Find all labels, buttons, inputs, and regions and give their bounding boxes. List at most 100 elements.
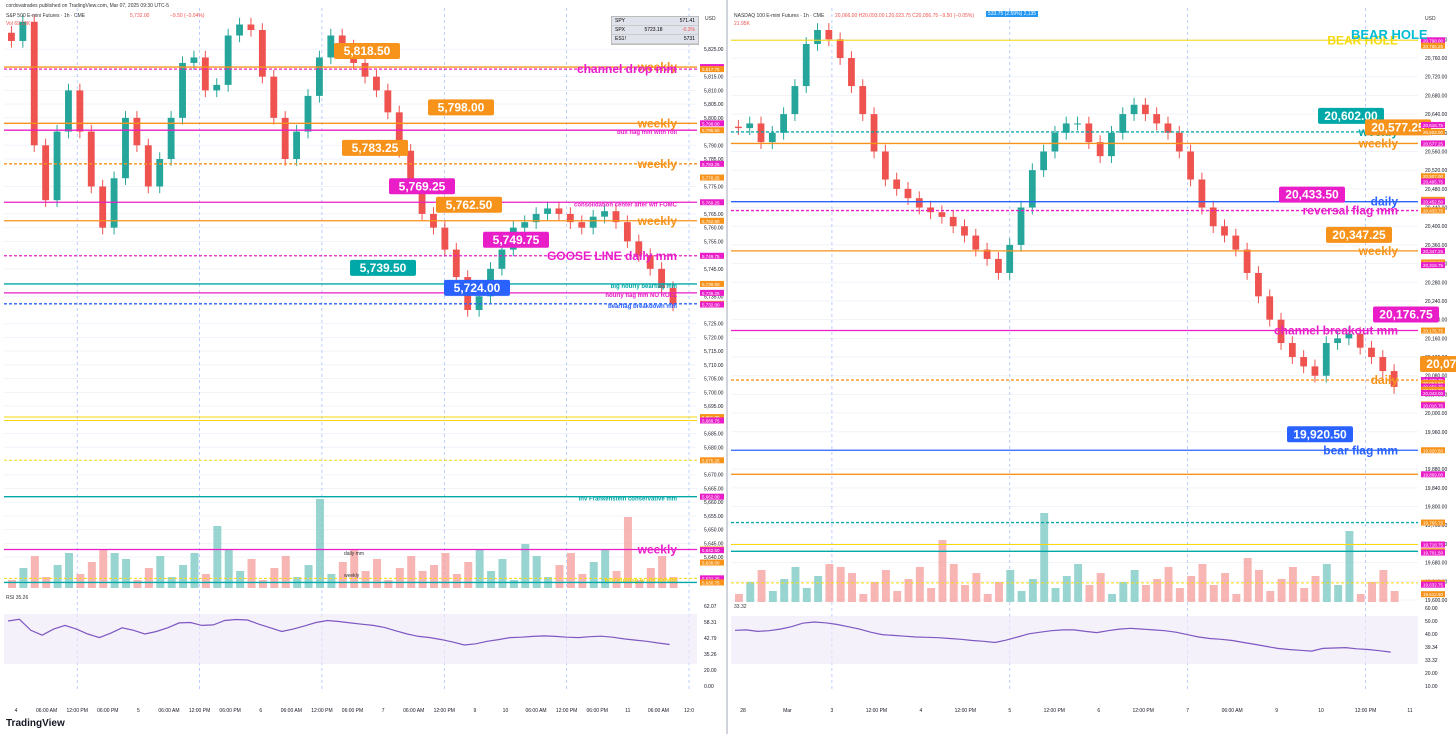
nq-level-tag-bg [1279,186,1345,203]
es-y-tick: 5,790.00 [704,143,724,149]
nq-price-tag-bg [1421,140,1445,147]
nq-rsi-tick: 40.00 [1425,632,1438,638]
nq-volume-bar [802,588,811,602]
es-candle [475,296,483,310]
es-volume-bar [555,565,564,588]
nq-price-tag-bg [1421,121,1445,128]
nq-price-tag-bg [1421,178,1445,185]
nq-price-tag: 20,433.75 [1423,208,1444,213]
nq-x-tick: 12:00 PM [866,708,887,714]
es-level-tag: 5,769.25 [399,179,446,193]
nq-price-tag: 19,718.75 [1423,543,1444,548]
es-level-tag-bg [483,231,549,248]
nq-price-tag-bg [1421,390,1445,397]
nq-candle [893,179,901,189]
es-candle [589,216,597,228]
nq-volume-bar [859,594,868,602]
es-price-tag-bg [700,457,724,464]
nq-volume-bar [757,570,766,602]
nq-volume-bar [1164,567,1173,602]
es-price-tag-bg [700,575,724,582]
es-price-tag: 5,817.75 [702,67,720,72]
es-y-tick: 5,755.00 [704,239,724,245]
es-y-tick: 5,700.00 [704,390,724,396]
watchlist-row[interactable]: SPX 5723.18 -0.3% [612,26,698,35]
nq-candle [1051,132,1059,152]
nq-candle [961,226,968,236]
nq-price-tag-bg [1421,386,1445,393]
es-candle [384,90,392,113]
nq-candle [746,123,754,129]
es-candle [213,84,221,91]
es-y-tick: 5,670.00 [704,473,724,479]
es-candle [19,21,27,41]
es-candle [133,117,141,146]
nq-level-tag: 20,577.25 [1371,120,1425,134]
nq-candle [780,114,788,133]
es-annotation: daily mm [344,551,364,557]
nq-candle [927,207,934,213]
es-x-tick: 06:00 AM [648,708,669,714]
es-volume-bar [156,556,165,588]
es-candle [498,249,506,269]
nq-volume-bar [870,582,879,602]
nq-candle [1130,104,1138,115]
nq-candle [949,216,957,227]
nq-y-tick: 20,760.00 [1425,56,1447,62]
nq-volume-bar [848,573,856,602]
rsi-left-label: RSI 35.26 [6,595,29,601]
es-price-tag: 5,798.00 [702,121,720,126]
es-x-tick: 12:00 PM [189,708,210,714]
nq-volume-bar [1368,582,1376,602]
es-candle [578,222,586,228]
es-price-tag: 5,762.50 [702,219,720,224]
es-y-tick: 5,710.00 [704,363,724,369]
nq-volume-bar [1108,594,1116,602]
watchlist-row[interactable]: ES1! 5731 [612,35,698,44]
nq-volume-bar [1277,579,1286,602]
nq-volume-bar [1288,567,1297,602]
es-y-tick: 5,640.00 [704,555,724,561]
nq-level-tag: 19,920.50 [1293,427,1347,441]
es-volume-bar [30,556,39,588]
nq-candle [1209,207,1217,227]
es-price-tag: 5,749.75 [702,254,720,259]
nq-price-tag: 19,701.50 [1423,551,1444,556]
nq-candle [1119,114,1127,133]
es-price-tag: 5,675.25 [702,458,720,463]
nq-volume-bar [735,594,743,602]
es-y-tick: 5,650.00 [704,528,724,534]
es-price-tag-bg [700,301,724,308]
es-volume-bar [236,571,245,588]
nq-volume-bar [1119,582,1128,602]
es-y-tick: 5,805.00 [704,102,724,108]
es-candle [304,95,312,132]
nq-level-label: weekly [1358,244,1399,258]
nq-volume-bar [1209,585,1218,602]
nq-volume-bar [995,582,1003,602]
nq-x-tick: 12:00 PM [1355,708,1376,714]
es-volume-bar [179,565,188,588]
es-volume-bar [658,556,667,588]
nq-x-tick: 11 [1407,708,1412,714]
nq-volume-bar [1243,558,1252,602]
es-x-tick: 06:00 AM [281,708,302,714]
es-price-tag: 5,642.50 [702,548,720,553]
es-candle [635,241,643,256]
nq-candle [1300,357,1308,367]
nq-price-tag: 20,495.75 [1423,179,1444,184]
es-level-label: mm bullflag w roll benefit [605,578,677,584]
nq-price-tag-bg [1421,198,1445,205]
nq-price-tag: 20,507.00 [1423,174,1444,179]
left-change: −9.50 (−0.04%) [170,13,205,19]
es-level-tag: 5,818.50 [344,44,391,58]
nq-x-tick: 3 [831,708,834,714]
watchlist-row[interactable]: SPY 571.41 [612,17,698,26]
es-volume-bar [430,565,439,588]
es-volume-bar [441,553,450,588]
es-x-tick: 12:00 PM [66,708,87,714]
nq-price-tag: 19,765.75 [1423,521,1444,526]
es-level-tag-bg [428,99,494,116]
nq-candle [848,58,855,87]
